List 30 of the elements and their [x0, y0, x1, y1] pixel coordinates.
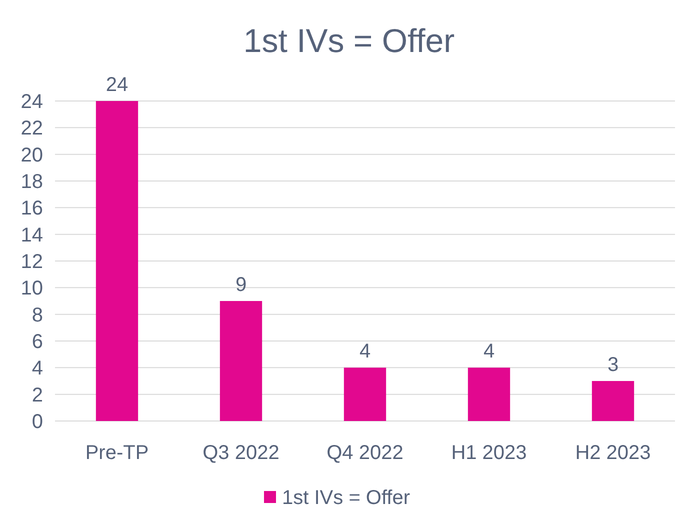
data-label: 9 — [235, 274, 247, 296]
y-tick-label: 0 — [32, 411, 43, 433]
y-tick-label: 2 — [32, 384, 43, 406]
x-tick-label: H1 2023 — [451, 442, 527, 464]
y-tick-label: 14 — [20, 224, 43, 246]
chart-title: 1st IVs = Offer — [243, 22, 455, 59]
data-label: 3 — [607, 354, 619, 376]
legend-label: 1st IVs = Offer — [282, 487, 410, 509]
data-label: 4 — [359, 340, 371, 363]
x-tick-label: H2 2023 — [575, 442, 651, 464]
y-tick-label: 20 — [20, 144, 43, 166]
y-tick-label: 8 — [32, 304, 43, 326]
y-tick-label: 22 — [20, 118, 43, 140]
x-tick-label: Q4 2022 — [326, 442, 404, 464]
x-tick-label: Q3 2022 — [202, 442, 280, 464]
y-tick-label: 18 — [20, 171, 43, 193]
data-label: 24 — [106, 74, 128, 96]
bar — [220, 301, 262, 421]
bar — [344, 368, 386, 421]
x-tick-label: Pre-TP — [85, 442, 149, 464]
y-tick-label: 4 — [32, 358, 43, 380]
y-tick-label: 16 — [20, 198, 43, 220]
y-tick-label: 12 — [20, 251, 43, 273]
data-label: 4 — [483, 340, 495, 363]
bar — [96, 101, 138, 421]
y-tick-label: 24 — [20, 91, 43, 113]
y-tick-label: 10 — [20, 278, 43, 300]
y-tick-label: 6 — [32, 331, 43, 353]
bar — [468, 368, 510, 421]
bar — [592, 381, 634, 421]
